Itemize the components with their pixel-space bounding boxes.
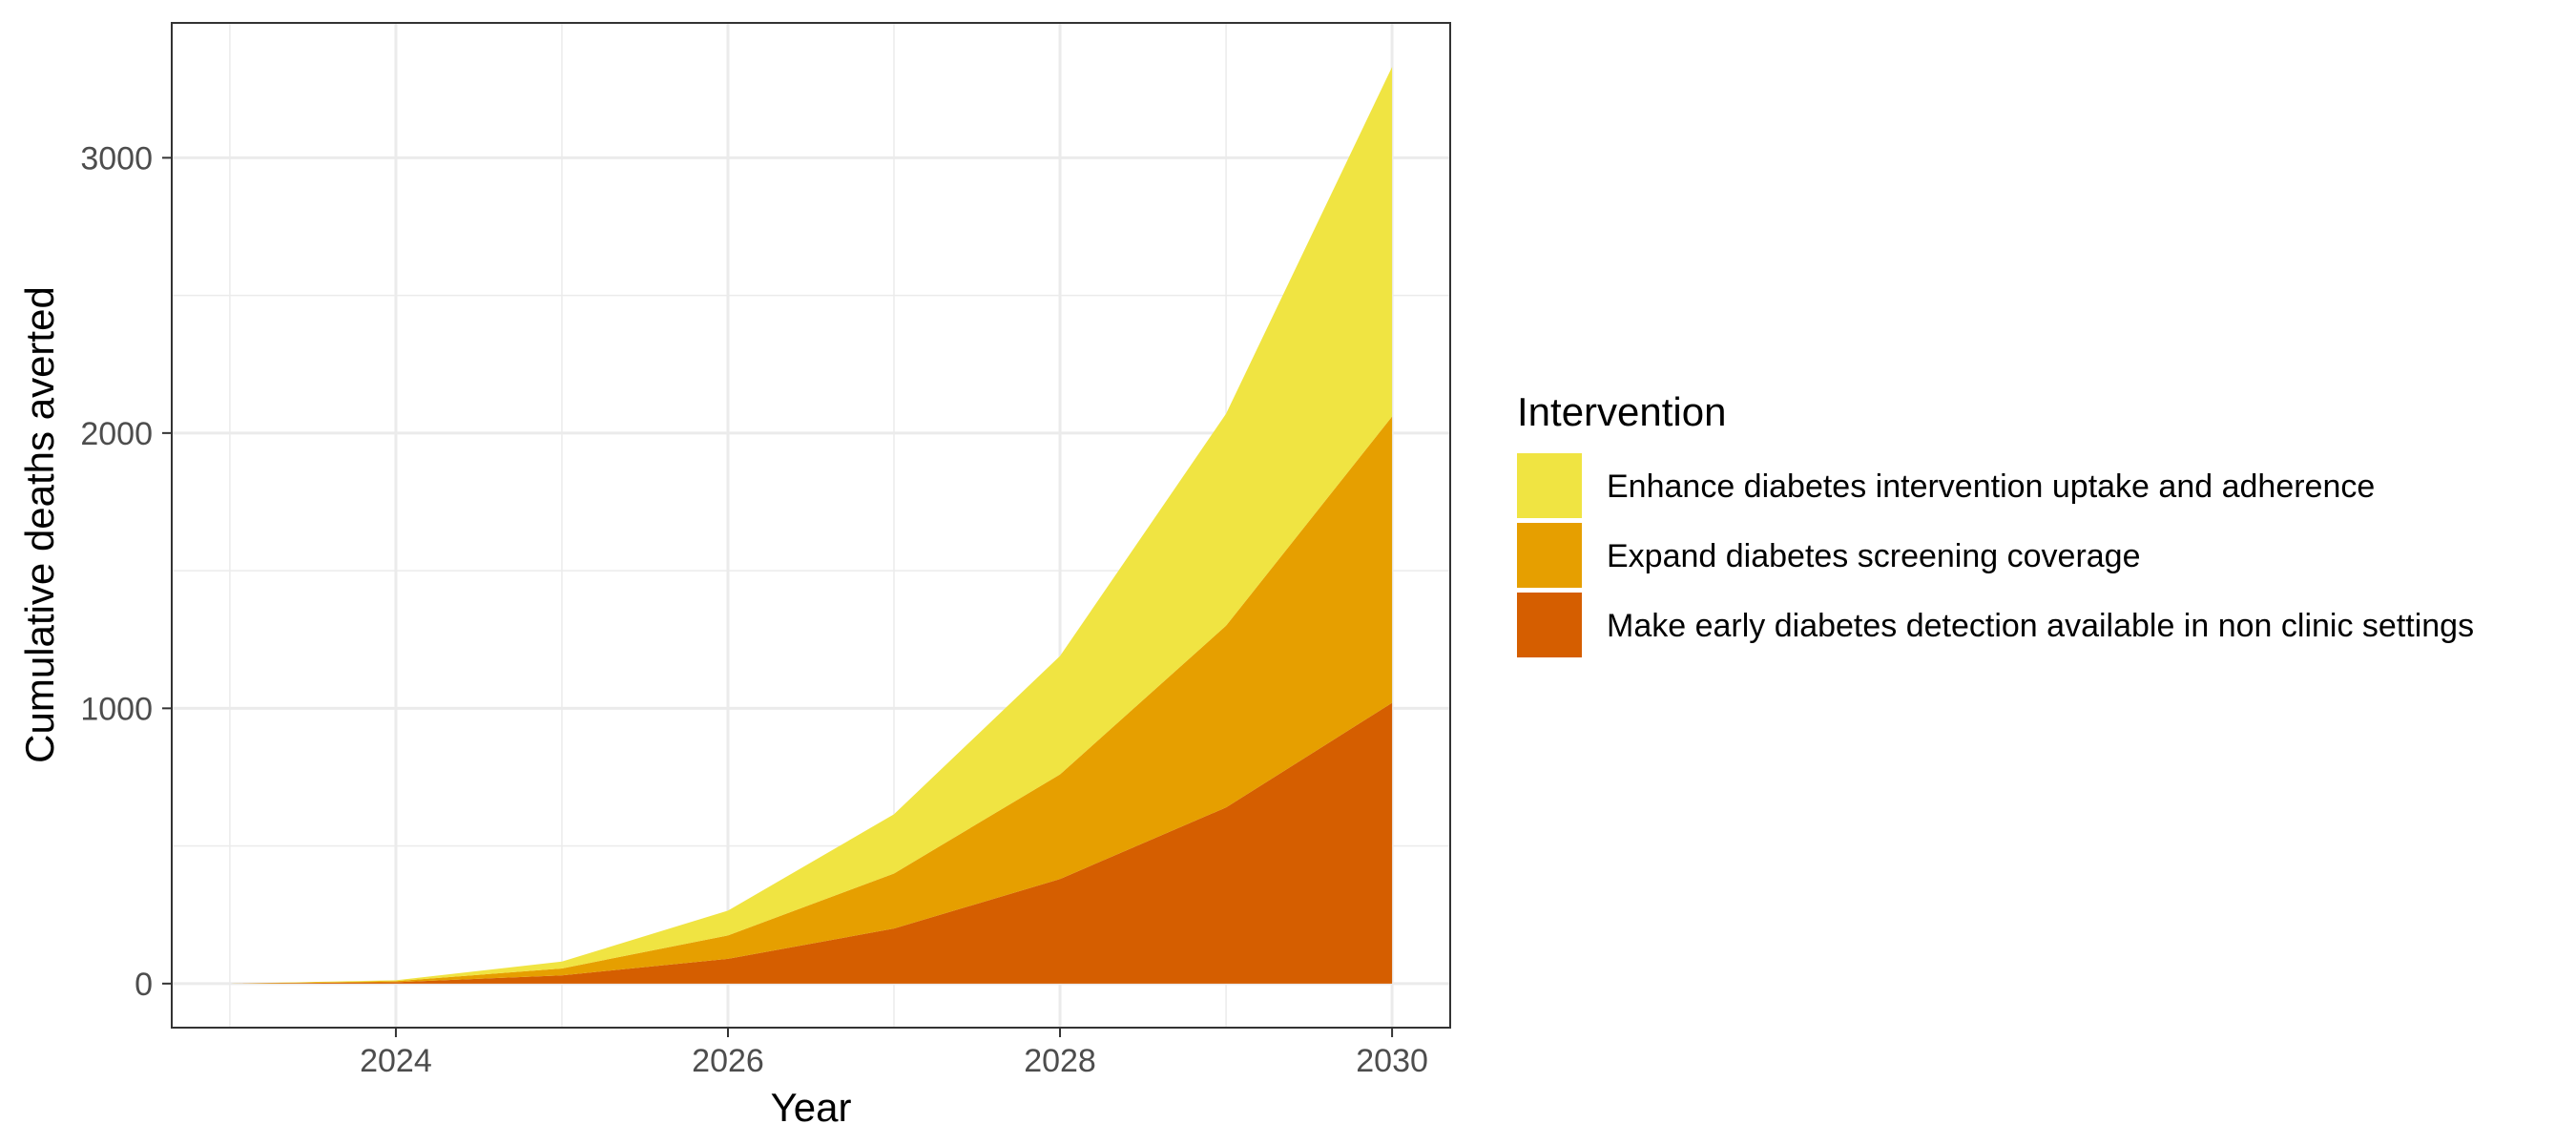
legend-item-label: Enhance diabetes intervention uptake and… (1607, 468, 2375, 505)
x-tick-label: 2026 (692, 1043, 764, 1079)
y-tick-label: 3000 (80, 140, 153, 177)
y-tick-label: 0 (135, 967, 153, 1003)
legend-key-swatch (1517, 453, 1582, 518)
y-axis-title: Cumulative deaths averted (17, 286, 62, 763)
legend-key-swatch (1517, 523, 1582, 588)
y-tick-label: 2000 (80, 416, 153, 452)
panel-border (171, 22, 1451, 1029)
x-tick-label: 2028 (1024, 1043, 1096, 1079)
legend-title: Intervention (1517, 389, 1726, 434)
x-tick-label: 2024 (360, 1043, 432, 1079)
area-series-1 (229, 702, 1393, 984)
y-axis-ticks: 0 1000 2000 3000 (80, 140, 172, 1003)
legend-item-label: Make early diabetes detection available … (1607, 608, 2474, 644)
area-series-2 (229, 416, 1393, 984)
legend-key-swatch (1517, 593, 1582, 657)
legend: Intervention Enhance diabetes interventi… (1517, 389, 2474, 657)
x-tick-label: 2030 (1356, 1043, 1428, 1079)
area-series-3 (229, 67, 1393, 984)
x-axis-title: Year (771, 1085, 852, 1130)
legend-item-label: Expand diabetes screening coverage (1607, 538, 2141, 574)
y-tick-label: 1000 (80, 691, 153, 727)
area-series-group (229, 67, 1393, 984)
x-axis-ticks: 2024 2026 2028 2030 (360, 1028, 1428, 1079)
